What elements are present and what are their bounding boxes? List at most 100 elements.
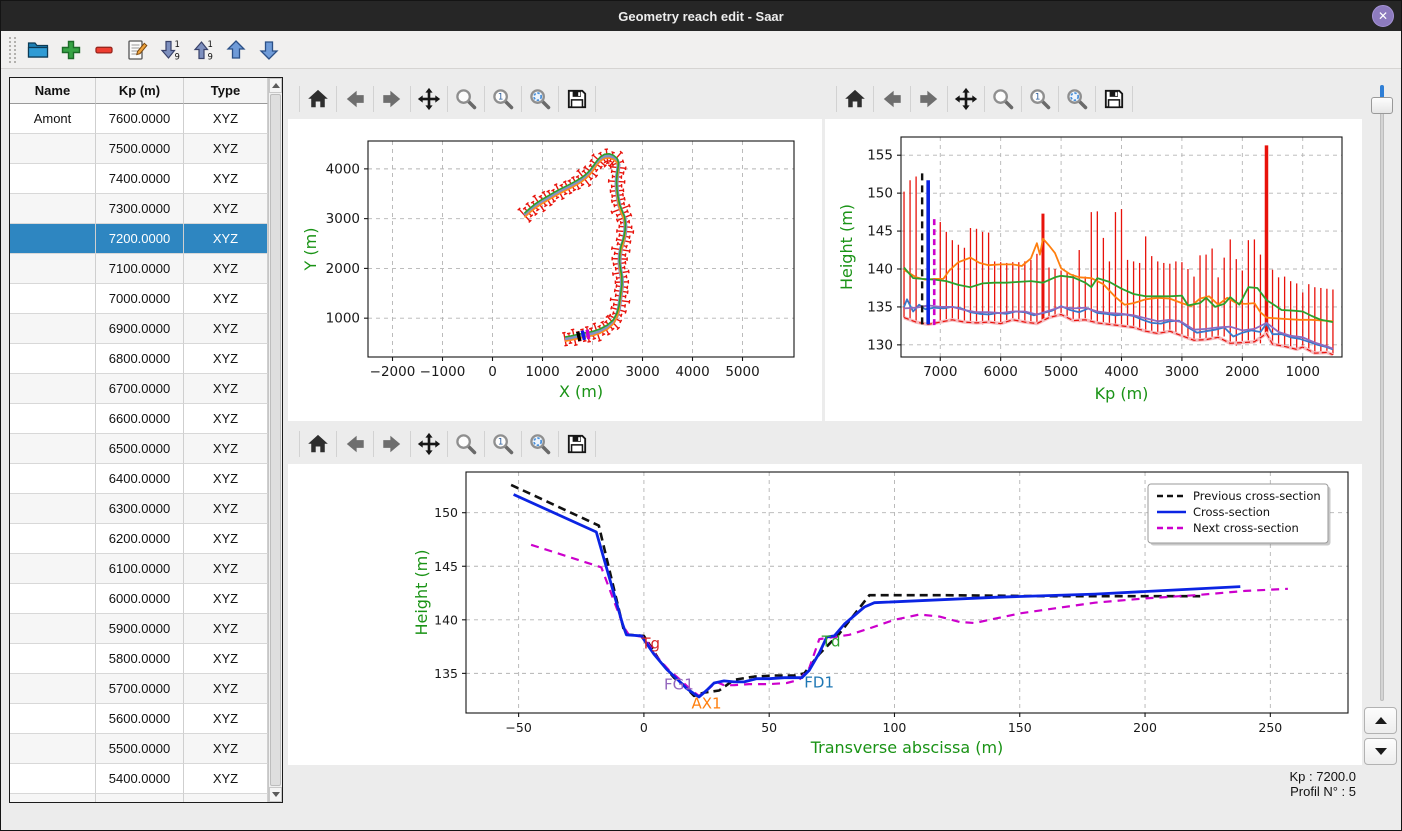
table-cell[interactable]: 5900.0000 [96, 614, 184, 644]
table-cell[interactable]: XYZ [184, 434, 268, 464]
nav-save-button[interactable] [562, 84, 592, 114]
table-cell[interactable] [10, 794, 96, 802]
table-cell[interactable]: 6500.0000 [96, 434, 184, 464]
table-cell[interactable]: XYZ [184, 284, 268, 314]
column-header-kp-m[interactable]: Kp (m) [96, 78, 184, 104]
table-row-kp-5600.0000[interactable]: 5600.0000 XYZ [10, 704, 268, 734]
table-row-kp-5700.0000[interactable]: 5700.0000 XYZ [10, 674, 268, 704]
table-row-kp-6200.0000[interactable]: 6200.0000 XYZ [10, 524, 268, 554]
table-cell[interactable]: XYZ [184, 494, 268, 524]
table-scrollbar[interactable] [268, 78, 282, 802]
table-cell[interactable]: XYZ [184, 344, 268, 374]
table-cell[interactable] [10, 734, 96, 764]
open-button[interactable] [24, 35, 53, 64]
table-row-kp-7200.0000[interactable]: 7200.0000 XYZ [10, 224, 268, 254]
longitudinal-profile-canvas[interactable]: 7000 6000 5000 4000 3000 2000 1000 130 135 140 145… [825, 119, 1362, 421]
table-row-kp-7000.0000[interactable]: 7000.0000 XYZ [10, 284, 268, 314]
table-cell[interactable]: XYZ [184, 734, 268, 764]
scroll-down-button[interactable] [269, 787, 282, 802]
table-row-kp-7100.0000[interactable]: 7100.0000 XYZ [10, 254, 268, 284]
table-cell[interactable]: 6300.0000 [96, 494, 184, 524]
table-cell[interactable]: XYZ [184, 704, 268, 734]
table-cell[interactable] [10, 704, 96, 734]
nav-pan-button[interactable] [414, 84, 444, 114]
table-cell[interactable]: XYZ [184, 554, 268, 584]
table-cell[interactable] [184, 794, 268, 802]
table-cell[interactable]: XYZ [184, 224, 268, 254]
nav-zoom-button[interactable] [988, 84, 1018, 114]
table-cell[interactable]: 7400.0000 [96, 164, 184, 194]
table-row-kp-6900.0000[interactable]: 6900.0000 XYZ [10, 314, 268, 344]
table-cell[interactable]: 7000.0000 [96, 284, 184, 314]
table-cell[interactable] [10, 524, 96, 554]
table-cell[interactable]: Amont [10, 104, 96, 134]
table-cell[interactable] [10, 194, 96, 224]
table-cell[interactable]: 5800.0000 [96, 644, 184, 674]
cross-section-canvas[interactable]: −50 0 50 100 150 200 250 135 140 145 150 Transverse… [288, 464, 1362, 765]
table-cell[interactable]: XYZ [184, 524, 268, 554]
table-cell[interactable]: 6600.0000 [96, 404, 184, 434]
table-row-kp-6600.0000[interactable]: 6600.0000 XYZ [10, 404, 268, 434]
table-cell[interactable] [10, 404, 96, 434]
table-cell[interactable] [96, 794, 184, 802]
table-cell[interactable] [10, 284, 96, 314]
table-row-kp-7500.0000[interactable]: 7500.0000 XYZ [10, 134, 268, 164]
table-cell[interactable]: XYZ [184, 104, 268, 134]
table-row-kp-5800.0000[interactable]: 5800.0000 XYZ [10, 644, 268, 674]
nav-zoom-fit-button[interactable] [1062, 84, 1092, 114]
table-cell[interactable] [10, 374, 96, 404]
table-row-partial[interactable] [10, 794, 268, 802]
table-row-kp-7600.0000[interactable]: Amont 7600.0000 XYZ [10, 104, 268, 134]
table-cell[interactable]: 6100.0000 [96, 554, 184, 584]
table-cell[interactable] [10, 164, 96, 194]
table-row-kp-6300.0000[interactable]: 6300.0000 XYZ [10, 494, 268, 524]
table-cell[interactable]: XYZ [184, 194, 268, 224]
nav-save-button[interactable] [1099, 84, 1129, 114]
table-cell[interactable]: XYZ [184, 584, 268, 614]
table-cell[interactable]: XYZ [184, 254, 268, 284]
table-row-kp-6500.0000[interactable]: 6500.0000 XYZ [10, 434, 268, 464]
table-cell[interactable]: XYZ [184, 644, 268, 674]
nav-zoom-fit-button[interactable] [525, 84, 555, 114]
table-cell[interactable] [10, 764, 96, 794]
slider-handle[interactable] [1371, 97, 1393, 114]
column-header-name[interactable]: Name [10, 78, 96, 104]
nav-zoom-button[interactable] [451, 429, 481, 459]
table-cell[interactable]: 6400.0000 [96, 464, 184, 494]
table-row-kp-6700.0000[interactable]: 6700.0000 XYZ [10, 374, 268, 404]
nav-forward-button[interactable] [377, 84, 407, 114]
move-down-button[interactable] [255, 35, 284, 64]
nav-home-button[interactable] [303, 84, 333, 114]
scroll-up-button[interactable] [269, 78, 282, 93]
nav-pan-button[interactable] [951, 84, 981, 114]
table-cell[interactable]: XYZ [184, 314, 268, 344]
nav-forward-button[interactable] [914, 84, 944, 114]
nav-back-button[interactable] [340, 429, 370, 459]
nav-forward-button[interactable] [377, 429, 407, 459]
reach-map-canvas[interactable]: −2000 −1000 0 1000 2000 3000 4000 5000 1000 2000 3… [288, 119, 822, 421]
table-cell[interactable] [10, 464, 96, 494]
table-cell[interactable] [10, 584, 96, 614]
table-cell[interactable]: XYZ [184, 374, 268, 404]
add-button[interactable] [57, 35, 86, 64]
table-cell[interactable] [10, 434, 96, 464]
table-cell[interactable]: 6900.0000 [96, 314, 184, 344]
table-cell[interactable]: 5600.0000 [96, 704, 184, 734]
nav-zoom-fit-button[interactable] [525, 429, 555, 459]
table-cell[interactable]: 5400.0000 [96, 764, 184, 794]
table-cell[interactable]: 6700.0000 [96, 374, 184, 404]
nav-zoom-section-button[interactable]: 1 [488, 429, 518, 459]
table-cell[interactable]: 5500.0000 [96, 734, 184, 764]
scrollbar-thumb[interactable] [270, 94, 281, 786]
table-cell[interactable] [10, 674, 96, 704]
table-cell[interactable]: 7500.0000 [96, 134, 184, 164]
nav-zoom-section-button[interactable]: 1 [488, 84, 518, 114]
table-cell[interactable]: 7100.0000 [96, 254, 184, 284]
table-row-kp-6100.0000[interactable]: 6100.0000 XYZ [10, 554, 268, 584]
nav-back-button[interactable] [340, 84, 370, 114]
table-cell[interactable] [10, 224, 96, 254]
nav-back-button[interactable] [877, 84, 907, 114]
table-cell[interactable] [10, 494, 96, 524]
table-cell[interactable] [10, 254, 96, 284]
